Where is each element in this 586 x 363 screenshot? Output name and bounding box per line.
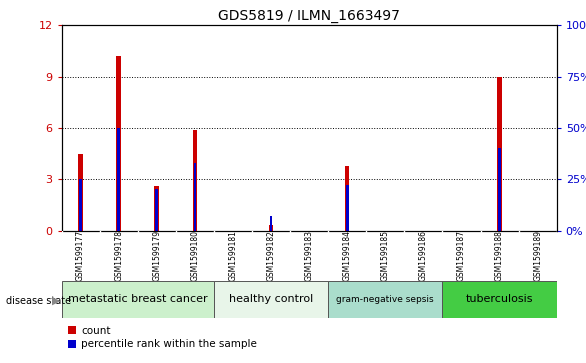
- Bar: [62, 281, 214, 318]
- Title: GDS5819 / ILMN_1663497: GDS5819 / ILMN_1663497: [218, 9, 400, 23]
- Bar: [498, 77, 502, 231]
- Bar: [269, 225, 273, 231]
- Bar: [442, 281, 557, 318]
- Bar: [214, 281, 328, 318]
- Bar: [193, 163, 196, 231]
- Text: GSM1599184: GSM1599184: [343, 231, 352, 281]
- Bar: [270, 216, 272, 231]
- Bar: [345, 166, 349, 231]
- Bar: [346, 185, 349, 231]
- Text: GSM1599186: GSM1599186: [419, 231, 428, 281]
- Bar: [79, 179, 82, 231]
- Text: ▶: ▶: [52, 295, 60, 306]
- Legend: count, percentile rank within the sample: count, percentile rank within the sample: [67, 325, 258, 350]
- Text: GSM1599179: GSM1599179: [152, 231, 161, 281]
- Bar: [117, 128, 120, 231]
- Text: GSM1599188: GSM1599188: [495, 231, 504, 281]
- Text: GSM1599187: GSM1599187: [457, 231, 466, 281]
- Text: GSM1599189: GSM1599189: [533, 231, 542, 281]
- Text: GSM1599181: GSM1599181: [229, 231, 237, 281]
- Text: GSM1599178: GSM1599178: [114, 231, 123, 281]
- Text: GSM1599177: GSM1599177: [76, 231, 85, 281]
- Bar: [117, 56, 121, 231]
- Text: GSM1599185: GSM1599185: [381, 231, 390, 281]
- Bar: [328, 281, 442, 318]
- Bar: [155, 186, 159, 231]
- Bar: [79, 154, 83, 231]
- Bar: [193, 130, 197, 231]
- Bar: [155, 189, 158, 231]
- Text: tuberculosis: tuberculosis: [466, 294, 533, 305]
- Bar: [498, 148, 501, 231]
- Text: metastatic breast cancer: metastatic breast cancer: [68, 294, 207, 305]
- Text: disease state: disease state: [6, 295, 71, 306]
- Text: GSM1599180: GSM1599180: [190, 231, 199, 281]
- Text: GSM1599183: GSM1599183: [305, 231, 314, 281]
- Text: gram-negative sepsis: gram-negative sepsis: [336, 295, 434, 304]
- Text: healthy control: healthy control: [229, 294, 313, 305]
- Text: GSM1599182: GSM1599182: [267, 231, 275, 281]
